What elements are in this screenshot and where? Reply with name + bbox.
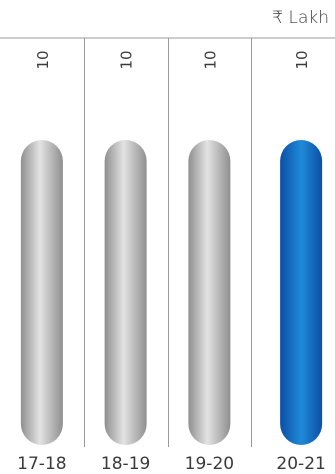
x-tick-19-20: 19-20	[185, 454, 234, 474]
unit-label: ₹ Lakh	[272, 8, 329, 28]
x-tick-18-19: 18-19	[101, 454, 150, 474]
value-label-18-19: 10	[118, 50, 136, 69]
bar-20-21	[280, 140, 323, 445]
value-label-17-18: 10	[34, 50, 52, 69]
value-label-19-20: 10	[201, 50, 219, 69]
x-tick-17-18: 17-18	[17, 454, 66, 474]
x-tick-labels: 17-18 18-19 19-20 20-21	[17, 454, 326, 474]
value-labels: 10 10 10 10	[34, 50, 311, 69]
x-tick-20-21: 20-21	[276, 454, 325, 474]
bar-19-20	[188, 140, 231, 445]
dividers	[0, 37, 335, 447]
bar-17-18	[20, 140, 63, 445]
bar-18-19	[104, 140, 147, 445]
value-label-20-21: 10	[293, 50, 311, 69]
bars	[20, 140, 323, 445]
